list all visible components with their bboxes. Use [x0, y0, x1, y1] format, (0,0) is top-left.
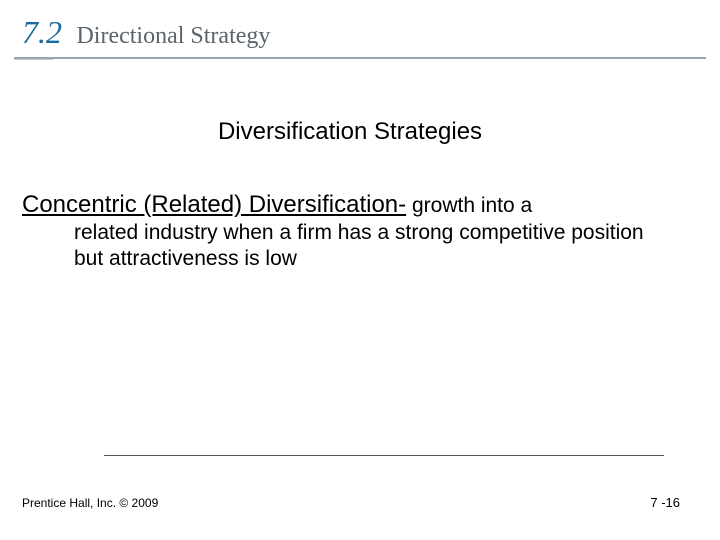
section-number: 7.2: [22, 14, 62, 51]
definition-term: Concentric (Related) Diversification-: [22, 191, 406, 218]
content-subtitle: Diversification Strategies: [22, 118, 678, 146]
section-title: Directional Strategy: [76, 23, 270, 50]
bottom-rule: [104, 455, 664, 456]
definition-tail: growth into a: [406, 194, 532, 217]
footer-right: 7 -16: [650, 495, 680, 510]
definition-body: related industry when a firm has a stron…: [22, 220, 678, 273]
slide-content: Diversification Strategies Concentric (R…: [0, 60, 720, 273]
header-rule: [14, 57, 706, 59]
footer-left: Prentice Hall, Inc. © 2009: [22, 496, 158, 510]
slide-header: 7.2 Directional Strategy: [0, 0, 720, 51]
definition-block: Concentric (Related) Diversification- gr…: [22, 190, 678, 273]
